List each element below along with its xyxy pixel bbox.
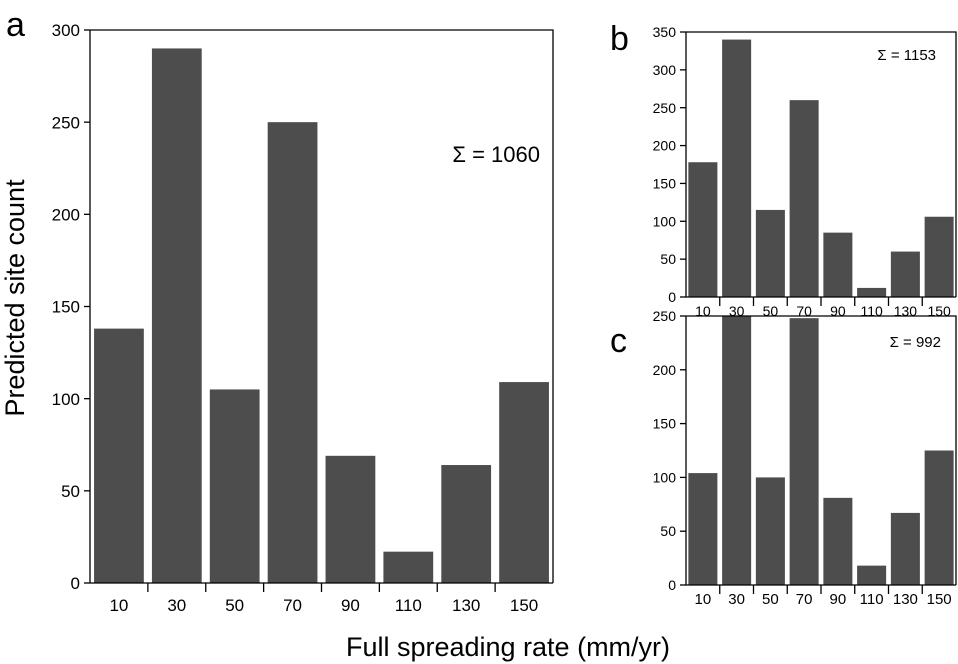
y-tick-label: 300: [52, 21, 80, 40]
bar-50: [209, 389, 260, 583]
x-tick-label: 50: [762, 591, 779, 608]
y-axis-label: Predicted site count: [0, 179, 30, 417]
sum-annotation: Σ = 1153: [877, 47, 936, 64]
y-tick-label: 100: [653, 213, 677, 229]
y-tick-label: 250: [653, 100, 677, 116]
x-tick-label: 70: [283, 596, 302, 615]
x-tick-label: 150: [927, 591, 952, 608]
x-tick-label: 30: [167, 596, 186, 615]
y-tick-label: 150: [653, 416, 677, 432]
x-tick-label: 150: [927, 303, 951, 319]
x-tick-label: 30: [729, 303, 745, 319]
x-tick-label: 150: [510, 596, 538, 615]
y-tick-label: 250: [653, 308, 677, 324]
x-tick-label: 10: [109, 596, 128, 615]
bar-130: [441, 465, 492, 583]
x-tick-label: 50: [763, 303, 779, 319]
bar-70: [789, 100, 819, 298]
x-tick-label: 110: [860, 303, 883, 319]
x-tick-label: 130: [894, 303, 918, 319]
x-tick-label: 130: [893, 591, 918, 608]
x-tick-label: 10: [695, 591, 712, 608]
y-tick-label: 0: [71, 574, 80, 593]
panel-c: 0 50 100 150 200 250 10 30 50 70 90 110 130 150 Σ = 99…: [610, 308, 957, 608]
x-tick-label: 110: [860, 591, 884, 608]
x-tick-label: 70: [796, 303, 812, 319]
plot-frame: [90, 29, 554, 583]
y-tick-label: 50: [61, 482, 80, 501]
sum-annotation: Σ = 992: [890, 334, 941, 351]
bar-10: [688, 162, 718, 297]
bar-150: [499, 382, 549, 583]
bar-50: [755, 477, 785, 585]
bar-150: [924, 450, 954, 585]
y-tick-label: 200: [52, 205, 80, 224]
y-tick-label: 150: [653, 175, 677, 191]
y-tick-label: 50: [660, 523, 676, 539]
x-tick-label: 110: [395, 596, 422, 615]
panel-letter: c: [610, 322, 627, 360]
bar-90: [823, 497, 853, 585]
bar-70: [267, 122, 318, 584]
y-tick-label: 100: [653, 469, 677, 485]
x-tick-label: 90: [830, 303, 846, 319]
x-tick-label: 50: [225, 596, 244, 615]
plot-frame: [686, 315, 957, 585]
bar-150: [924, 216, 954, 297]
bar-50: [755, 209, 785, 297]
bar-30: [722, 39, 752, 297]
bar-130: [890, 512, 920, 585]
bar-110: [383, 551, 434, 583]
x-tick-label: 10: [695, 303, 711, 319]
y-tick-label: 250: [52, 113, 80, 132]
panel-a: 0 50 100 150 200 250 300 10 30 50 70 90 110 130 150 Σ =…: [6, 6, 554, 615]
bar-30: [151, 48, 202, 583]
panel-b: 0 50 100 150 200 250 300 350 10 30 50 70 90 110 130 150…: [610, 20, 957, 319]
x-tick-label: 90: [830, 591, 847, 608]
y-tick-label: 100: [52, 390, 80, 409]
x-tick-label: 70: [796, 591, 813, 608]
bar-110: [857, 287, 887, 297]
bar-90: [325, 455, 376, 583]
bar-70: [789, 318, 819, 585]
bar-10: [688, 473, 718, 585]
x-tick-label: 130: [452, 596, 480, 615]
y-tick-label: 200: [653, 362, 677, 378]
y-tick-label: 50: [660, 251, 676, 267]
y-tick-label: 350: [653, 24, 677, 40]
y-tick-label: 0: [668, 577, 676, 593]
sum-annotation: Σ = 1060: [452, 142, 540, 167]
x-axis-label: Full spreading rate (mm/yr): [346, 632, 670, 662]
x-tick-label: 30: [728, 591, 745, 608]
bar-90: [823, 232, 853, 297]
bar-130: [890, 251, 920, 297]
panel-letter: a: [6, 6, 25, 44]
y-tick-label: 300: [653, 62, 677, 78]
bar-110: [857, 565, 887, 585]
panel-letter: b: [610, 20, 629, 58]
x-tick-label: 90: [341, 596, 360, 615]
bar-30: [722, 316, 752, 585]
y-tick-label: 0: [668, 289, 676, 305]
y-tick-label: 200: [653, 138, 677, 154]
bar-10: [94, 328, 144, 583]
y-tick-label: 150: [52, 298, 80, 317]
plot-frame: [686, 31, 957, 297]
